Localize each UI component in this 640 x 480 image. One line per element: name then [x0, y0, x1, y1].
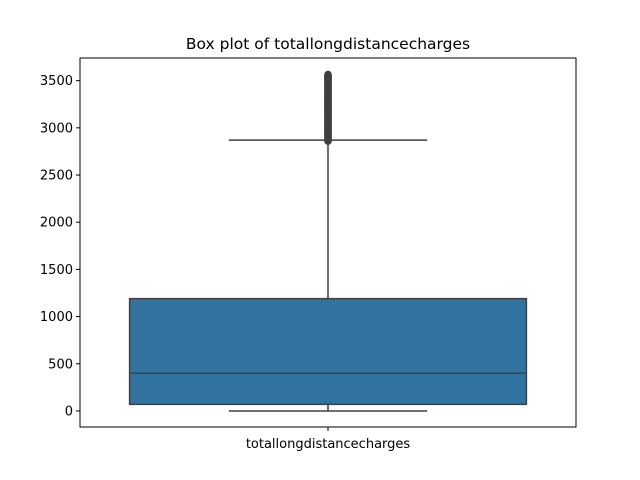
outlier-point — [324, 70, 332, 79]
y-tick-label: 1500 — [40, 263, 73, 278]
y-tick-label: 3000 — [40, 121, 73, 136]
outliers — [324, 70, 332, 145]
y-tick-label: 2000 — [40, 216, 73, 231]
y-axis: 0 500 1000 1500 2000 2500 3000 3500 — [40, 74, 80, 419]
y-tick-label: 500 — [48, 357, 73, 372]
x-tick-label: totallongdistancecharges — [246, 437, 411, 452]
y-tick-label: 2500 — [40, 169, 73, 184]
plot-area — [128, 70, 528, 412]
y-tick-label: 3500 — [40, 74, 73, 89]
x-axis: totallongdistancecharges — [246, 427, 411, 452]
iqr-box — [128, 297, 528, 406]
y-tick-label: 1000 — [40, 310, 73, 325]
y-tick-label: 0 — [65, 404, 73, 419]
chart-title: Box plot of totallongdistancecharges — [186, 35, 470, 53]
